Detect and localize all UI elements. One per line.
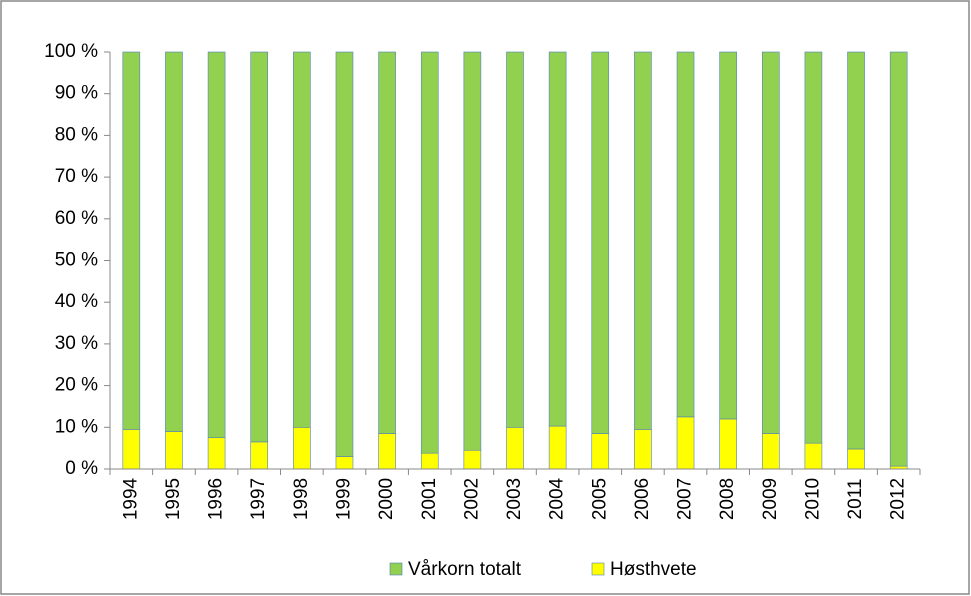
bar-segment [463, 51, 482, 451]
y-tick-label: 70 % [55, 166, 98, 187]
bar-segment [548, 425, 567, 470]
bar-segment [719, 51, 737, 420]
x-tick-label: 1994 [120, 477, 141, 520]
x-tick-label: 2011 [845, 479, 866, 520]
x-tick-label: 1997 [248, 478, 269, 520]
y-tick-label: 60 % [55, 208, 98, 229]
bar-segment [250, 51, 269, 443]
x-tick-label: 1996 [206, 478, 227, 520]
x-tick-label: 2004 [547, 477, 568, 520]
bar-segment [420, 452, 439, 470]
bar-segment [250, 441, 269, 470]
y-tick-label: 100 % [44, 41, 98, 62]
x-tick-label: 2009 [760, 478, 781, 520]
x-tick-label: 1995 [163, 478, 184, 520]
x-tick-label: 2000 [376, 478, 397, 520]
x-tick-label: 1999 [333, 478, 354, 520]
bar-segment [293, 426, 311, 470]
y-tick-label: 40 % [55, 291, 98, 312]
bar-segment [122, 429, 141, 470]
y-tick-label: 30 % [55, 333, 98, 354]
bar-segment [719, 418, 737, 470]
bar-segment [506, 51, 524, 428]
bar-segment [378, 51, 396, 434]
bar-segment [463, 449, 482, 470]
bar-segment [804, 51, 823, 444]
bar-segment [847, 51, 865, 450]
x-tick-label: 2002 [461, 478, 482, 520]
y-tick-label: 10 % [55, 416, 98, 437]
x-tick-label: 2010 [802, 478, 823, 520]
bar-segment [122, 51, 141, 430]
bar-segment [335, 456, 354, 470]
x-tick-label: 2012 [888, 478, 909, 520]
bar-segment [634, 429, 652, 470]
bar-segment [335, 51, 354, 457]
bar-segment [207, 51, 226, 439]
legend-swatch [389, 562, 403, 576]
bar-segment [293, 51, 311, 428]
bar-segment [591, 51, 610, 434]
bar-segment [506, 426, 524, 470]
y-tick-label: 80 % [55, 124, 98, 145]
x-tick-label: 2005 [589, 478, 610, 520]
bar-segment [420, 51, 439, 454]
y-tick-label: 0 % [65, 458, 98, 479]
bar-segment [548, 51, 567, 427]
bar-segment [804, 442, 823, 470]
x-tick-label: 1998 [291, 478, 312, 520]
y-tick-label: 20 % [55, 375, 98, 396]
bar-segment [761, 433, 780, 470]
x-tick-label: 2003 [504, 478, 525, 520]
y-tick-label: 50 % [55, 250, 98, 271]
legend-label: Vårkorn totalt [408, 559, 522, 580]
legend-label: Høsthvete [610, 559, 697, 580]
x-tick-label: 2001 [419, 478, 440, 520]
bar-segment [889, 51, 908, 467]
bar-segment [676, 51, 695, 418]
bar-segment [165, 51, 183, 432]
bar-segment [847, 448, 865, 470]
bar-segment [378, 433, 396, 470]
y-tick-label: 90 % [55, 83, 98, 104]
bar-segment [207, 437, 226, 470]
bar-segment [165, 431, 183, 470]
x-tick-label: 2006 [632, 478, 653, 520]
legend-swatch [591, 562, 605, 576]
bar-segment [676, 416, 695, 470]
bar-segment [634, 51, 652, 430]
x-tick-label: 2007 [675, 478, 696, 520]
x-tick-label: 2008 [717, 478, 738, 520]
bar-segment [591, 433, 610, 470]
bar-segment [761, 51, 780, 434]
